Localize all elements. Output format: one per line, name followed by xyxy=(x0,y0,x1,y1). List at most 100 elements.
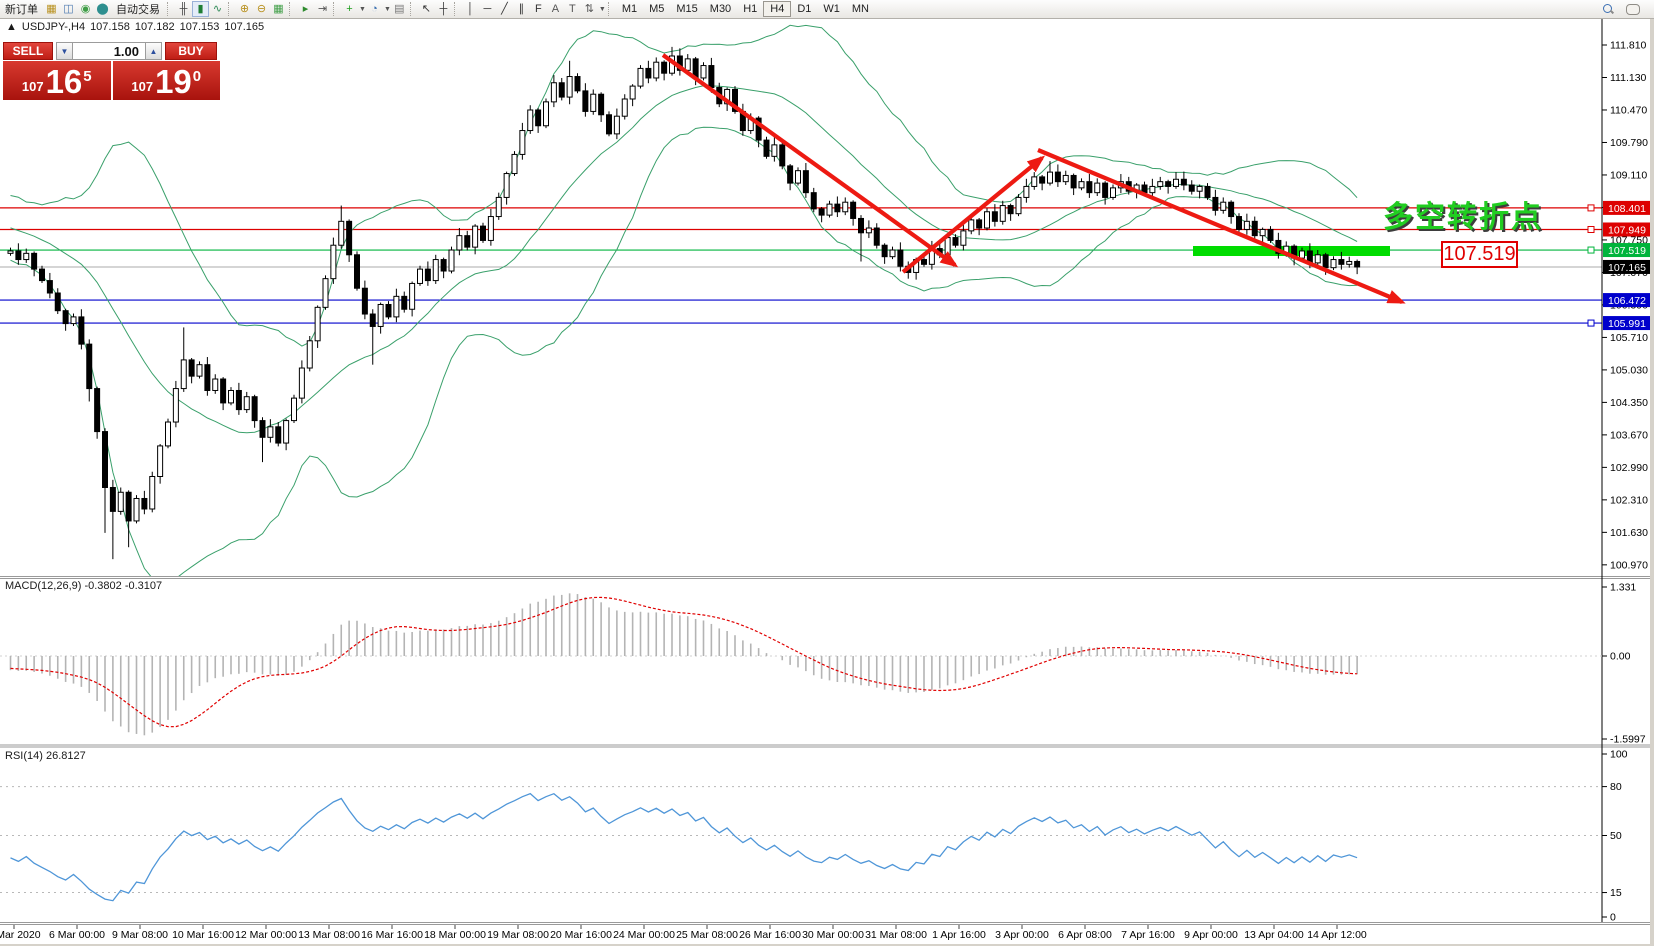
volume-decrease-button[interactable]: ▼ xyxy=(56,42,73,60)
price-tick-label: 102.310 xyxy=(1610,494,1648,506)
arrows-icon-dropdown[interactable]: ▼ xyxy=(598,5,606,13)
time-tick-label: 31 Mar 08:00 xyxy=(865,929,927,941)
candle-bull xyxy=(472,225,479,248)
hline-handle[interactable] xyxy=(1587,246,1595,254)
volume-increase-button[interactable]: ▲ xyxy=(145,42,162,60)
candle-bull xyxy=(212,378,219,391)
hline-handle[interactable] xyxy=(1587,204,1595,212)
price-axis[interactable]: 111.810 111.130 110.470 109.790 109.110 108.4… xyxy=(1602,40,1653,572)
timeframe-button-H1[interactable]: H1 xyxy=(743,3,758,15)
cursor-icon[interactable]: ↖ xyxy=(421,3,431,15)
timeframe-button-D1[interactable]: D1 xyxy=(797,3,812,15)
time-tick-label: 24 Mar 00:00 xyxy=(613,929,675,941)
candle-bull xyxy=(1157,181,1164,187)
fibonacci-icon[interactable]: F xyxy=(535,3,542,15)
buy-price[interactable]: 107 19 0 xyxy=(112,61,220,100)
timeframe-button-M15[interactable]: M15 xyxy=(676,3,698,15)
buy-button[interactable]: BUY xyxy=(165,42,217,60)
symbol-info-line[interactable]: ▲ USDJPY-,H4 107.158 107.182 107.153 107.165 xyxy=(6,21,269,33)
trend-arrow-3[interactable] xyxy=(1037,148,1406,304)
timeframe-button-W1[interactable]: W1 xyxy=(823,3,840,15)
vertical-line-icon[interactable]: │ xyxy=(466,3,474,15)
new-order-button[interactable]: 新订单 xyxy=(5,4,38,16)
channel-icon[interactable]: ∥ xyxy=(518,3,525,15)
candle-bull xyxy=(1023,185,1030,198)
bar-chart-icon[interactable]: ╫ xyxy=(179,3,188,15)
periods-icon-dropdown[interactable]: ▼ xyxy=(383,5,391,13)
time-tick-label: 1 Apr 16:00 xyxy=(932,929,986,941)
sell-price[interactable]: 107 16 5 xyxy=(3,61,111,100)
time-axis[interactable]: 4 Mar 2020 6 Mar 00:00 9 Mar 08:00 10 Mar 1… xyxy=(0,925,1367,941)
volume-input[interactable]: 1.00 xyxy=(73,42,145,60)
timeframe-button-M5[interactable]: M5 xyxy=(649,3,665,15)
templates-icon[interactable]: ▤ xyxy=(394,3,405,15)
periods-icon[interactable]: ◔ xyxy=(371,3,378,15)
timeframe-button-M30[interactable]: M30 xyxy=(709,3,732,15)
collapse-arrow-icon[interactable]: ▲ xyxy=(6,21,17,33)
label-icon[interactable]: T xyxy=(569,3,576,15)
candle-bull xyxy=(629,85,636,100)
price-callout[interactable]: 107.519 xyxy=(1441,241,1518,268)
zoom-in-icon[interactable]: ⊕ xyxy=(239,3,250,15)
text-icon[interactable]: A xyxy=(551,3,560,15)
candle-bull xyxy=(432,259,439,282)
indicators-icon-dropdown[interactable]: ▼ xyxy=(359,5,366,13)
time-tick-label: 4 Mar 2020 xyxy=(0,929,41,941)
window-edge-bottom xyxy=(0,944,1654,946)
time-tick-label: 18 Mar 00:00 xyxy=(424,929,486,941)
timeframe-button-MN[interactable]: MN xyxy=(851,3,869,15)
candle-bear xyxy=(346,220,353,256)
candle-bull xyxy=(172,388,179,423)
indicators-icon[interactable]: + xyxy=(346,3,353,15)
chart-shift-icon[interactable]: ⇥ xyxy=(317,3,328,15)
candle-bull xyxy=(495,196,502,218)
charts-icon[interactable]: ▦ xyxy=(46,3,57,15)
search-icon[interactable] xyxy=(1603,3,1615,15)
time-tick-label: 13 Apr 04:00 xyxy=(1244,929,1304,941)
candle-bull xyxy=(960,230,967,246)
hline-handle[interactable] xyxy=(1587,225,1595,233)
arrows-icon[interactable]: ⇅ xyxy=(584,3,594,15)
candle-bull xyxy=(1243,220,1250,230)
candle-bull xyxy=(1094,182,1101,194)
macd-signal-line xyxy=(10,596,1358,728)
note-annotation[interactable]: 多空转折点 xyxy=(1383,201,1543,234)
candle-bull xyxy=(1330,259,1337,269)
profiles-icon[interactable]: ◫ xyxy=(63,3,74,15)
tile-windows-icon[interactable]: ▦ xyxy=(273,3,284,15)
rsi-axis-label: 0 xyxy=(1610,912,1616,924)
crosshair-icon[interactable]: ┼ xyxy=(439,3,448,15)
candlestick-chart-icon[interactable]: ▮ xyxy=(192,1,209,17)
candle-bull xyxy=(613,115,620,135)
signals-icon[interactable]: ◉ xyxy=(80,3,91,15)
candle-bull xyxy=(590,93,597,112)
line-chart-icon[interactable]: ∿ xyxy=(212,3,223,15)
chat-icon[interactable] xyxy=(1626,3,1640,15)
price-tick-label: 103.670 xyxy=(1610,429,1648,441)
zoom-out-icon[interactable]: ⊖ xyxy=(256,3,267,15)
horizontal-line-icon[interactable]: ─ xyxy=(483,3,492,15)
trendline-icon[interactable]: ╱ xyxy=(501,3,508,15)
trend-arrows[interactable] xyxy=(661,53,1406,304)
trend-arrow-2[interactable] xyxy=(901,155,1046,274)
horizontal-level-lines[interactable] xyxy=(0,204,1602,327)
trend-arrow-1[interactable] xyxy=(661,53,959,268)
candle-bear xyxy=(1212,196,1219,211)
auto-scroll-icon[interactable]: ▸ xyxy=(302,3,309,15)
autotrade-button[interactable]: 自动交易 xyxy=(116,4,160,16)
candle-bear xyxy=(188,359,195,377)
autotrade-icon[interactable]: ⬤ xyxy=(96,3,109,15)
candle-bull xyxy=(795,170,801,184)
sell-button[interactable]: SELL xyxy=(3,42,53,60)
price-tick-label: 109.790 xyxy=(1610,137,1648,149)
toolbar-separator xyxy=(453,2,460,16)
candle-bear xyxy=(78,316,85,345)
hline-handle[interactable] xyxy=(1587,319,1595,327)
candle-bear xyxy=(732,88,738,112)
candle-bull xyxy=(243,396,250,411)
price-label-box: 108.401 xyxy=(1603,200,1653,215)
timeframe-button-H4[interactable]: H4 xyxy=(763,1,792,17)
timeframe-button-M1[interactable]: M1 xyxy=(621,3,638,15)
price-tick-label: 110.470 xyxy=(1610,104,1647,116)
